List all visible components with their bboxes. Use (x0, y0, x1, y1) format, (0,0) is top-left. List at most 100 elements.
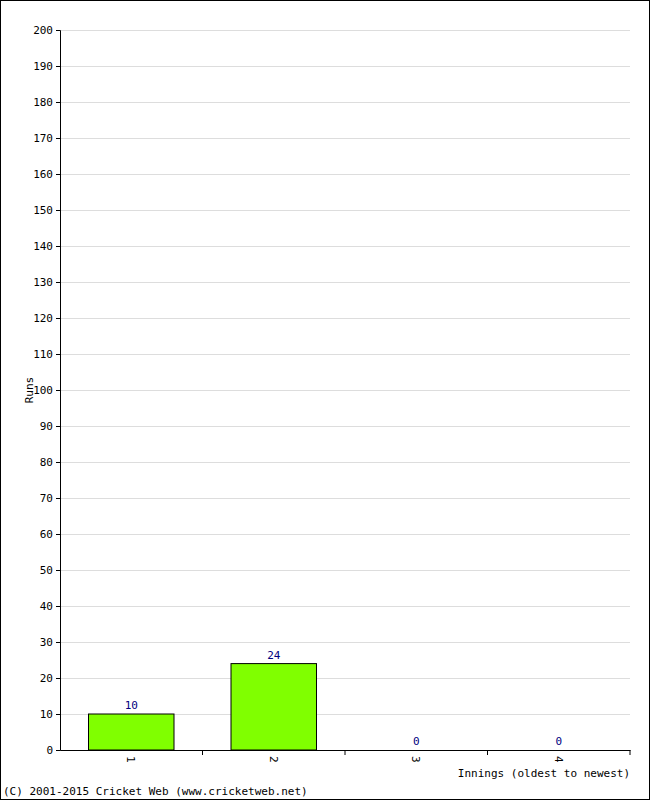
y-tick-label: 160 (33, 168, 53, 181)
x-tick-label: 2 (267, 756, 280, 763)
y-tick-mark (56, 390, 60, 391)
y-axis-line (56, 31, 61, 751)
category-separator (202, 750, 203, 755)
grid-line (60, 246, 630, 247)
grid-line (60, 210, 630, 211)
bars (89, 664, 317, 750)
grid-line (60, 606, 630, 607)
category-separator (345, 750, 346, 755)
grid-line (60, 642, 630, 643)
y-axis-title: Runs (23, 377, 36, 404)
category-separators (203, 750, 631, 755)
bar (89, 714, 175, 750)
y-tick: 70 (40, 492, 60, 505)
grid-line (60, 498, 630, 499)
y-tick-mark (56, 354, 60, 355)
grid-line (60, 426, 630, 427)
category-separator (630, 750, 631, 755)
x-tick-label: 4 (552, 756, 565, 763)
y-tick: 40 (40, 600, 60, 613)
y-tick-label: 190 (33, 60, 53, 73)
y-tick: 120 (33, 312, 60, 325)
y-tick: 170 (33, 132, 60, 145)
y-tick-label: 110 (33, 348, 53, 361)
y-tick-label: 140 (33, 240, 53, 253)
y-tick-mark (56, 642, 60, 643)
y-tick: 60 (40, 528, 60, 541)
y-tick: 50 (40, 564, 60, 577)
grid-line (60, 678, 630, 679)
y-axis: 0102030405060708090100110120130140150160… (33, 24, 60, 757)
y-tick: 200 (33, 24, 60, 37)
data-label: 0 (555, 735, 562, 748)
y-tick-label: 40 (40, 600, 53, 613)
y-tick: 30 (40, 636, 60, 649)
data-label: 0 (413, 735, 420, 748)
y-tick-label: 100 (33, 384, 53, 397)
y-tick-label: 70 (40, 492, 53, 505)
grid (60, 31, 630, 751)
y-tick-mark (56, 174, 60, 175)
y-tick-mark (56, 462, 60, 463)
y-tick-label: 80 (40, 456, 53, 469)
y-tick-mark (56, 246, 60, 247)
y-tick-label: 130 (33, 276, 53, 289)
y-tick-label: 50 (40, 564, 53, 577)
x-axis: 1 2 3 4 (61, 750, 631, 763)
y-tick-label: 0 (46, 744, 53, 757)
y-tick-mark (56, 318, 60, 319)
y-tick-mark (56, 426, 60, 427)
grid-line (60, 390, 630, 391)
y-tick: 90 (40, 420, 60, 433)
grid-line (60, 462, 630, 463)
x-tick-label: 1 (124, 756, 137, 763)
data-label: 24 (267, 649, 281, 662)
y-tick-label: 200 (33, 24, 53, 37)
y-tick-mark (56, 714, 60, 715)
y-tick-mark (56, 30, 60, 31)
y-tick-label: 10 (40, 708, 53, 721)
grid-line (60, 534, 630, 535)
bar (231, 664, 317, 750)
frame (1, 1, 650, 800)
x-tick: 3 (409, 750, 422, 763)
y-tick-label: 170 (33, 132, 53, 145)
data-labels: 10 24 0 0 (125, 649, 562, 748)
grid-line (60, 66, 630, 67)
category-separator (487, 750, 488, 755)
y-tick-mark (56, 606, 60, 607)
y-tick: 190 (33, 60, 60, 73)
grid-line (60, 282, 630, 283)
y-tick-label: 90 (40, 420, 53, 433)
data-label: 10 (125, 699, 138, 712)
bar (374, 750, 460, 751)
bar (516, 750, 602, 751)
y-tick: 160 (33, 168, 60, 181)
y-tick-mark (56, 678, 60, 679)
y-tick: 130 (33, 276, 60, 289)
grid-line (60, 354, 630, 355)
grid-line (60, 102, 630, 103)
grid-line (60, 30, 630, 31)
y-tick: 80 (40, 456, 60, 469)
annotations: (C) 2001-2015 Cricket Web (www.cricketwe… (3, 785, 308, 798)
x-axis-title: Innings (oldest to newest) (458, 767, 630, 780)
y-tick: 110 (33, 348, 60, 361)
y-tick: 0 (46, 744, 60, 757)
grid-line (60, 318, 630, 319)
y-tick: 140 (33, 240, 60, 253)
x-tick: 4 (552, 750, 565, 763)
chart: 0102030405060708090100110120130140150160… (0, 0, 650, 800)
grid-line (60, 174, 630, 175)
y-tick-mark (56, 750, 60, 751)
y-tick-mark (56, 138, 60, 139)
y-tick-label: 60 (40, 528, 53, 541)
y-tick: 180 (33, 96, 60, 109)
grid-line (60, 570, 630, 571)
y-tick-label: 30 (40, 636, 53, 649)
footer-note: (C) 2001-2015 Cricket Web (www.cricketwe… (3, 785, 308, 798)
y-tick-mark (56, 66, 60, 67)
grid-line (60, 138, 630, 139)
y-tick-label: 150 (33, 204, 53, 217)
y-tick-mark (56, 570, 60, 571)
